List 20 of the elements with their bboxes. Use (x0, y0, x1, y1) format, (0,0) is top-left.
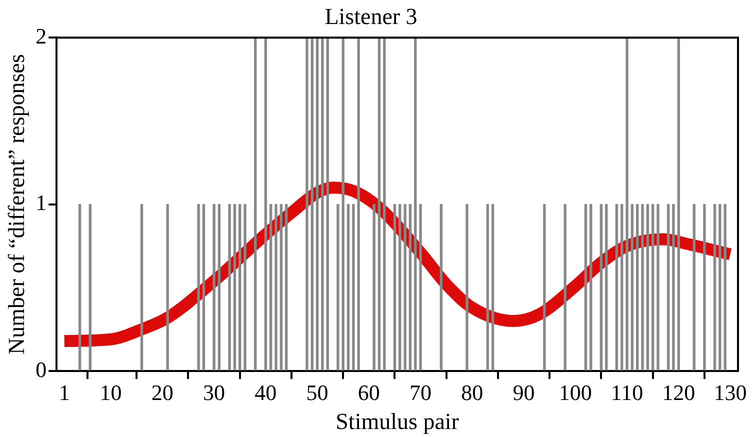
x-tick-label: 120 (662, 380, 696, 405)
x-tick-label: 100 (558, 380, 592, 405)
x-tick-label: 50 (306, 380, 328, 405)
y-tick-label: 0 (36, 356, 47, 382)
x-tick-label: 90 (512, 380, 535, 405)
x-tick-label: 70 (410, 380, 432, 405)
x-tick-label: 40 (254, 380, 277, 405)
y-tick-label: 1 (36, 190, 47, 216)
x-tick-label: 1 (58, 380, 70, 405)
y-axis-title: Number of “different” responses (4, 54, 29, 354)
x-tick-label: 30 (203, 380, 226, 405)
x-axis-title: Stimulus pair (336, 409, 460, 434)
chart-title: Listener 3 (324, 4, 418, 29)
x-tick-label: 20 (151, 380, 174, 405)
x-tick-label: 110 (610, 380, 644, 405)
x-tick-label: 10 (100, 380, 122, 405)
x-tick-label: 60 (358, 380, 380, 405)
x-tick-label: 130 (714, 380, 747, 405)
x-tick-label: 80 (461, 380, 484, 405)
y-tick-label: 2 (36, 23, 47, 48)
